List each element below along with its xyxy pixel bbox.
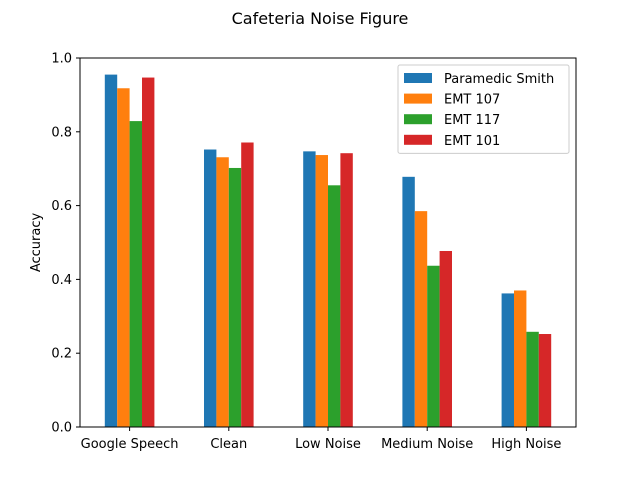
chart-title: Cafeteria Noise Figure [232,9,409,28]
bar [414,211,428,427]
bar [117,88,130,428]
bar [315,155,328,427]
legend-swatch [404,73,432,83]
bar [303,151,316,427]
legend-entry: EMT 107 [444,93,500,108]
legend-frame [397,64,570,154]
x-tick-label: Clean [210,437,247,452]
legend-swatch [404,134,432,145]
bar [104,74,118,427]
x-tick-label: Low Noise [295,437,361,452]
bars-layer [104,74,552,428]
bar [501,293,514,427]
y-tick-label: 1.0 [51,52,72,67]
y-tick-label: 0.8 [51,125,72,140]
y-axis: 0.0 0.2 0.4 0.6 0.8 1.0 [51,52,80,436]
x-tick-label: Google Speech [81,437,179,452]
legend-swatch [404,114,432,125]
y-tick-label: 0.6 [51,199,72,214]
x-tick-label: High Noise [491,437,561,452]
y-tick-label: 0.2 [51,347,72,362]
legend-entry: EMT 101 [444,134,500,149]
y-tick-label: 0.0 [51,421,72,436]
bar [241,142,254,427]
bar [427,265,440,427]
bar [129,121,142,427]
bar [340,153,353,427]
bar [526,331,539,427]
bar [216,157,229,428]
x-tick-label: Medium Noise [381,437,473,452]
bar [204,149,217,427]
legend-swatch [404,93,432,104]
bar [439,250,452,427]
bar [142,77,155,427]
y-tick-label: 0.4 [51,273,72,288]
y-axis-label: Accuracy [29,213,44,273]
bar [328,185,341,427]
bar [228,167,242,427]
bar [514,290,527,427]
legend: Paramedic Smith EMT 107 EMT 117 EMT 101 [397,64,570,154]
bar [538,334,552,427]
legend-entry: EMT 117 [444,113,500,128]
x-axis: Google Speech Clean Low Noise Medium Noise H… [81,427,561,452]
bar [402,176,415,427]
legend-entry: Paramedic Smith [444,72,554,87]
